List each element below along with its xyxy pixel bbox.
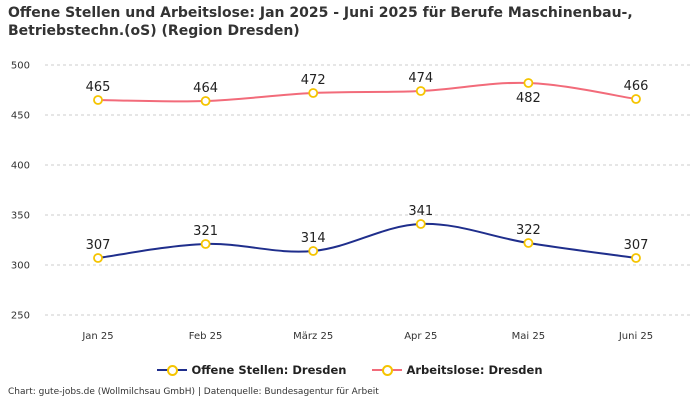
data-point[interactable]	[523, 78, 534, 88]
data-point[interactable]	[523, 238, 534, 248]
data-label: 482	[516, 91, 541, 106]
legend: Offene Stellen: Dresden Arbeitslose: Dre…	[0, 363, 700, 377]
data-point[interactable]	[415, 219, 426, 229]
data-point[interactable]	[93, 253, 103, 263]
data-label: 465	[86, 80, 111, 95]
data-label: 464	[193, 81, 218, 96]
gridlines	[45, 64, 690, 316]
data-point[interactable]	[93, 95, 103, 105]
y-tick-label: 300	[11, 261, 30, 272]
data-label: 314	[301, 231, 326, 246]
legend-swatch-offene-stellen	[157, 364, 188, 376]
legend-item-offene-stellen[interactable]: Offene Stellen: Dresden	[157, 363, 346, 377]
data-point[interactable]	[631, 94, 641, 104]
data-point[interactable]	[308, 246, 319, 256]
y-tick-label: 250	[11, 311, 30, 322]
data-label: 307	[624, 238, 649, 253]
y-tick-label: 450	[11, 111, 30, 122]
x-tick-label: Apr 25	[404, 331, 437, 342]
y-tick-label: 350	[11, 211, 30, 222]
source-credit: Chart: gute-jobs.de (Wollmilchsau GmbH) …	[8, 387, 379, 397]
legend-label-arbeitslose: Arbeitslose: Dresden	[406, 363, 543, 377]
series-markers	[93, 78, 641, 263]
x-tick-label: März 25	[293, 331, 333, 342]
y-tick-label: 400	[11, 161, 30, 172]
x-tick-label: Jan 25	[81, 331, 113, 342]
data-label: 321	[193, 224, 218, 239]
data-label: 322	[516, 223, 541, 238]
data-label: 466	[624, 79, 649, 94]
data-label: 341	[408, 204, 433, 219]
legend-item-arbeitslose[interactable]: Arbeitslose: Dresden	[372, 363, 543, 377]
y-tick-label: 500	[11, 61, 30, 72]
y-axis-ticks: 250 300 350 400 450 500	[11, 61, 30, 322]
data-point[interactable]	[308, 88, 319, 98]
x-axis-ticks: Jan 25 Feb 25 März 25 Apr 25 Mai 25 Juni 25	[81, 331, 653, 342]
x-tick-label: Juni 25	[618, 331, 653, 342]
x-tick-label: Feb 25	[189, 331, 223, 342]
data-label: 307	[86, 238, 111, 253]
series-lines	[97, 81, 637, 259]
chart-title: Offene Stellen und Arbeitslose: Jan 2025…	[8, 5, 633, 39]
data-point[interactable]	[415, 86, 426, 96]
legend-swatch-arbeitslose	[372, 364, 403, 376]
data-point[interactable]	[200, 239, 211, 249]
series-line	[97, 81, 637, 103]
data-labels: 307 321 314 341 322 307 465 464 472 474 482 466	[86, 71, 649, 253]
data-point[interactable]	[200, 96, 211, 106]
series-line	[97, 222, 637, 259]
data-label: 474	[408, 71, 433, 86]
data-point[interactable]	[631, 253, 641, 263]
legend-label-offene-stellen: Offene Stellen: Dresden	[191, 363, 347, 377]
x-tick-label: Mai 25	[512, 331, 545, 342]
data-label: 472	[301, 73, 326, 88]
